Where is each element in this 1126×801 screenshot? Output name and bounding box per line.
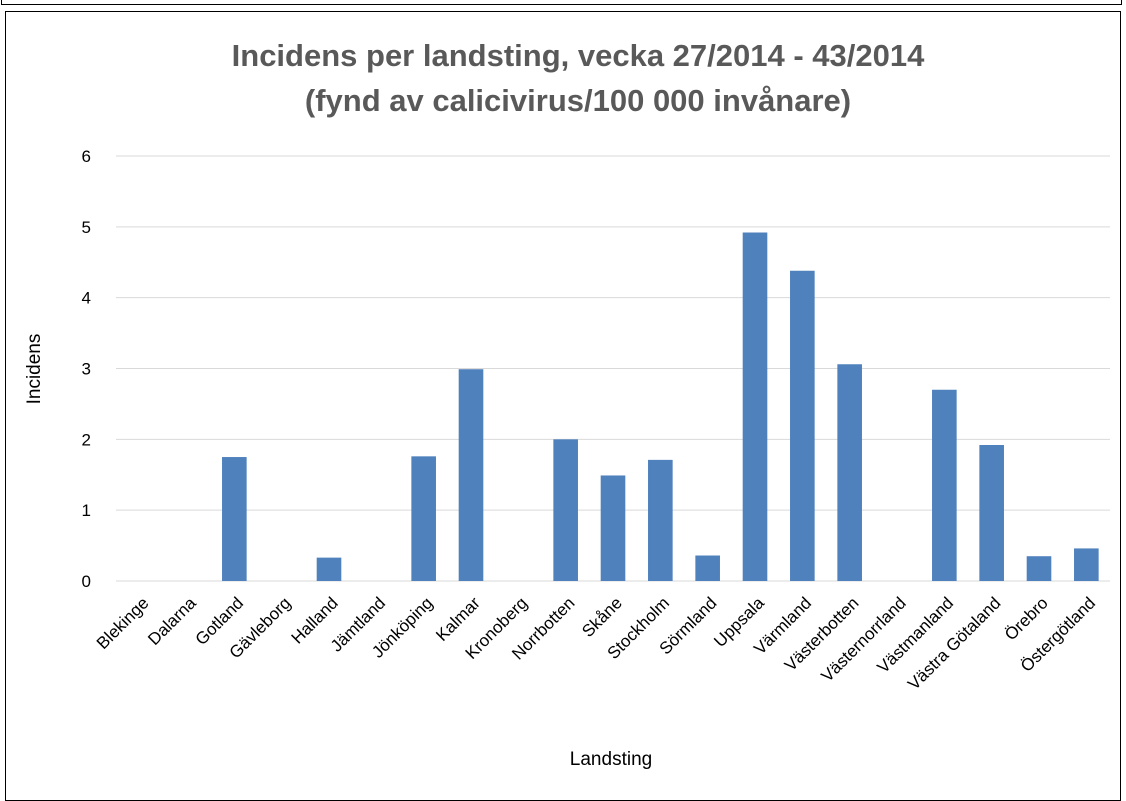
bar <box>316 557 342 581</box>
chart-title: Incidens per landsting, vecka 27/2014 - … <box>232 38 925 73</box>
chart-subtitle: (fynd av calicivirus/100 000 invånare) <box>305 83 851 118</box>
bar <box>695 555 720 581</box>
bar <box>222 457 247 581</box>
bar <box>837 364 862 581</box>
y-axis-title: Incidens <box>24 334 45 405</box>
bar <box>932 389 957 581</box>
bar <box>648 459 673 581</box>
x-axis-title: Landsting <box>570 749 652 770</box>
y-axis-ticks: 0 1 2 3 4 5 6 <box>82 147 91 591</box>
bar <box>411 456 436 581</box>
bar <box>979 445 1004 581</box>
upper-chart-frame <box>1 0 1122 5</box>
bar <box>458 369 484 581</box>
y-tick-label: 3 <box>82 360 91 379</box>
y-tick-label: 4 <box>82 289 91 308</box>
x-tick-label: Dalarna <box>144 593 200 649</box>
bars <box>222 232 1099 581</box>
y-tick-label: 5 <box>82 218 91 237</box>
x-tick-label: Västernorrland <box>818 593 910 685</box>
bar <box>1026 556 1052 581</box>
bar <box>742 232 768 581</box>
x-tick-label: Blekinge <box>93 593 153 653</box>
y-tick-label: 6 <box>82 147 91 166</box>
x-axis-ticks: BlekingeDalarnaGotlandGävleborgHallandJä… <box>93 593 1099 694</box>
bar <box>1074 548 1099 581</box>
y-tick-label: 1 <box>82 501 91 520</box>
bar <box>790 270 815 581</box>
bar <box>600 475 626 581</box>
y-tick-label: 2 <box>82 430 91 449</box>
y-tick-label: 0 <box>82 572 91 591</box>
bar <box>553 439 578 581</box>
